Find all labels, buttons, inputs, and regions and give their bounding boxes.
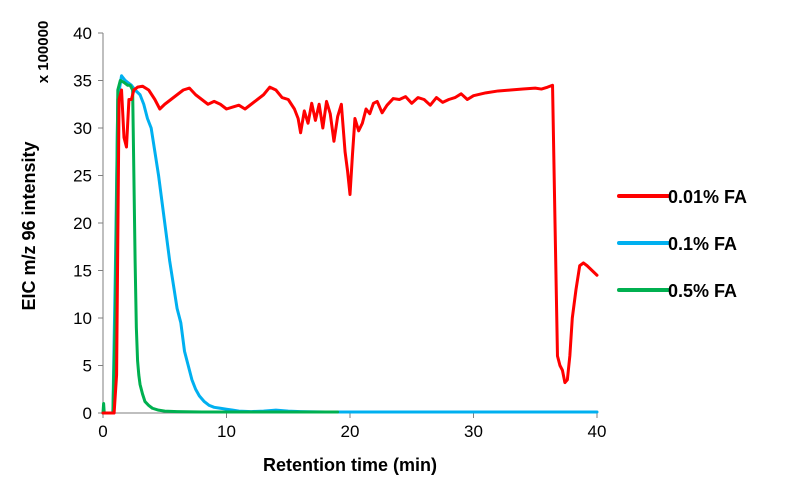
series-group — [101, 74, 599, 415]
y-tick-label: 25 — [73, 167, 92, 186]
y-tick-label: 0 — [83, 404, 92, 423]
y-tick-label: 20 — [73, 214, 92, 233]
legend-label-0: 0.01% FA — [668, 187, 747, 207]
axes: 0 5 10 15 20 25 30 35 40 0 10 20 30 40 — [73, 24, 606, 441]
y-tick-label: 40 — [73, 24, 92, 43]
y-axis-title: EIC m/z 96 intensity — [19, 141, 39, 310]
series-line-2 — [101, 79, 340, 415]
x-tick-label: 30 — [464, 422, 483, 441]
legend-label-1: 0.1% FA — [668, 234, 737, 254]
y-tick-label: 10 — [73, 309, 92, 328]
y-scale-label: x 100000 — [35, 21, 52, 84]
y-tick-label: 15 — [73, 262, 92, 281]
legend-label-2: 0.5% FA — [668, 281, 737, 301]
x-tick-label: 10 — [217, 422, 236, 441]
x-tick-label: 40 — [588, 422, 607, 441]
series-line-0 — [101, 83, 599, 415]
y-tick-label: 5 — [83, 357, 92, 376]
series-line-1 — [101, 74, 599, 415]
y-tick-label: 30 — [73, 119, 92, 138]
x-axis-title: Retention time (min) — [263, 455, 437, 475]
legend: 0.01% FA 0.1% FA 0.5% FA — [617, 187, 747, 301]
y-tick-label: 35 — [73, 72, 92, 91]
x-tick-label: 20 — [341, 422, 360, 441]
x-tick-label: 0 — [98, 422, 107, 441]
